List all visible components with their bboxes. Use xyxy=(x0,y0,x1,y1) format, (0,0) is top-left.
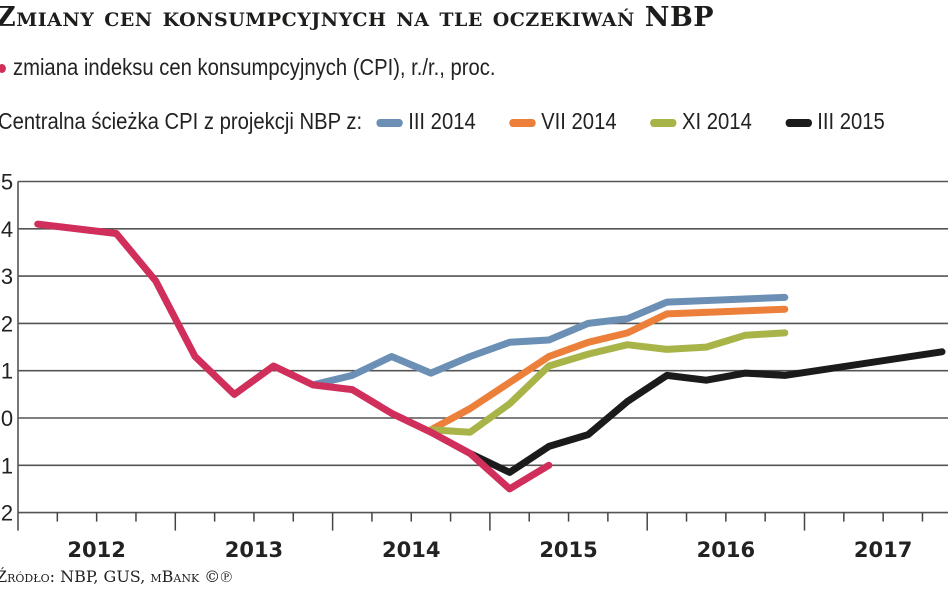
source-note: Źródło: NBP, GUS, mBank ©℗ xyxy=(0,567,233,586)
y-tick-label: 0 xyxy=(1,406,13,431)
x-tick-label: 2015 xyxy=(539,538,597,562)
series-line xyxy=(309,293,789,389)
legend-swatch-icon xyxy=(509,118,536,127)
legend-item-label: XI 2014 xyxy=(682,108,752,134)
y-tick-label: 2 xyxy=(1,501,13,526)
y-axis: 5 4 3 2 1 0 1 2 xyxy=(1,170,13,526)
gridlines xyxy=(17,180,948,514)
data-series xyxy=(34,220,946,493)
series-line xyxy=(34,220,553,493)
legend-cpi: zmiana indeksu cen konsumpcyjnych (CPI),… xyxy=(0,54,496,81)
series-line xyxy=(427,305,789,434)
legend-projections: Centralna ścieżka CPI z projekcji NBP z:… xyxy=(0,108,904,135)
legend-swatch-icon xyxy=(785,118,813,127)
x-tick-label: 2012 xyxy=(67,538,125,562)
cpi-dot-icon xyxy=(0,64,6,74)
legend-item-label: VII 2014 xyxy=(541,108,617,134)
series-line xyxy=(427,329,789,436)
x-tick-label: 2013 xyxy=(225,538,283,562)
x-tick-label: 2016 xyxy=(697,538,755,562)
series-line xyxy=(466,348,946,476)
y-tick-label: 4 xyxy=(1,217,13,242)
x-tick-label: 2017 xyxy=(854,538,912,562)
y-tick-label: 5 xyxy=(1,170,13,195)
legend-swatch-icon xyxy=(650,118,677,127)
legend-cpi-label: zmiana indeksu cen konsumpcyjnych (CPI),… xyxy=(12,54,496,80)
x-tick-label: 2014 xyxy=(382,538,440,562)
legend-projection-prefix: Centralna ścieżka CPI z projekcji NBP z: xyxy=(0,108,363,134)
x-axis: 2012 2013 2014 2015 2016 2017 xyxy=(17,512,924,562)
y-tick-label: 1 xyxy=(1,359,13,384)
y-tick-label: 3 xyxy=(1,264,13,289)
legend-item-label: III 2014 xyxy=(408,108,476,134)
legend-swatch-icon xyxy=(376,118,403,127)
legend-item-label: III 2015 xyxy=(817,108,885,134)
y-tick-label: 1 xyxy=(1,453,13,478)
line-chart: 5 4 3 2 1 0 1 2 2012 2013 2014 2015 2016 2017 xyxy=(1,170,948,562)
y-tick-label: 2 xyxy=(1,311,13,336)
chart-title: Zmiany cen konsumpcyjnych na tle oczekiw… xyxy=(0,2,715,33)
